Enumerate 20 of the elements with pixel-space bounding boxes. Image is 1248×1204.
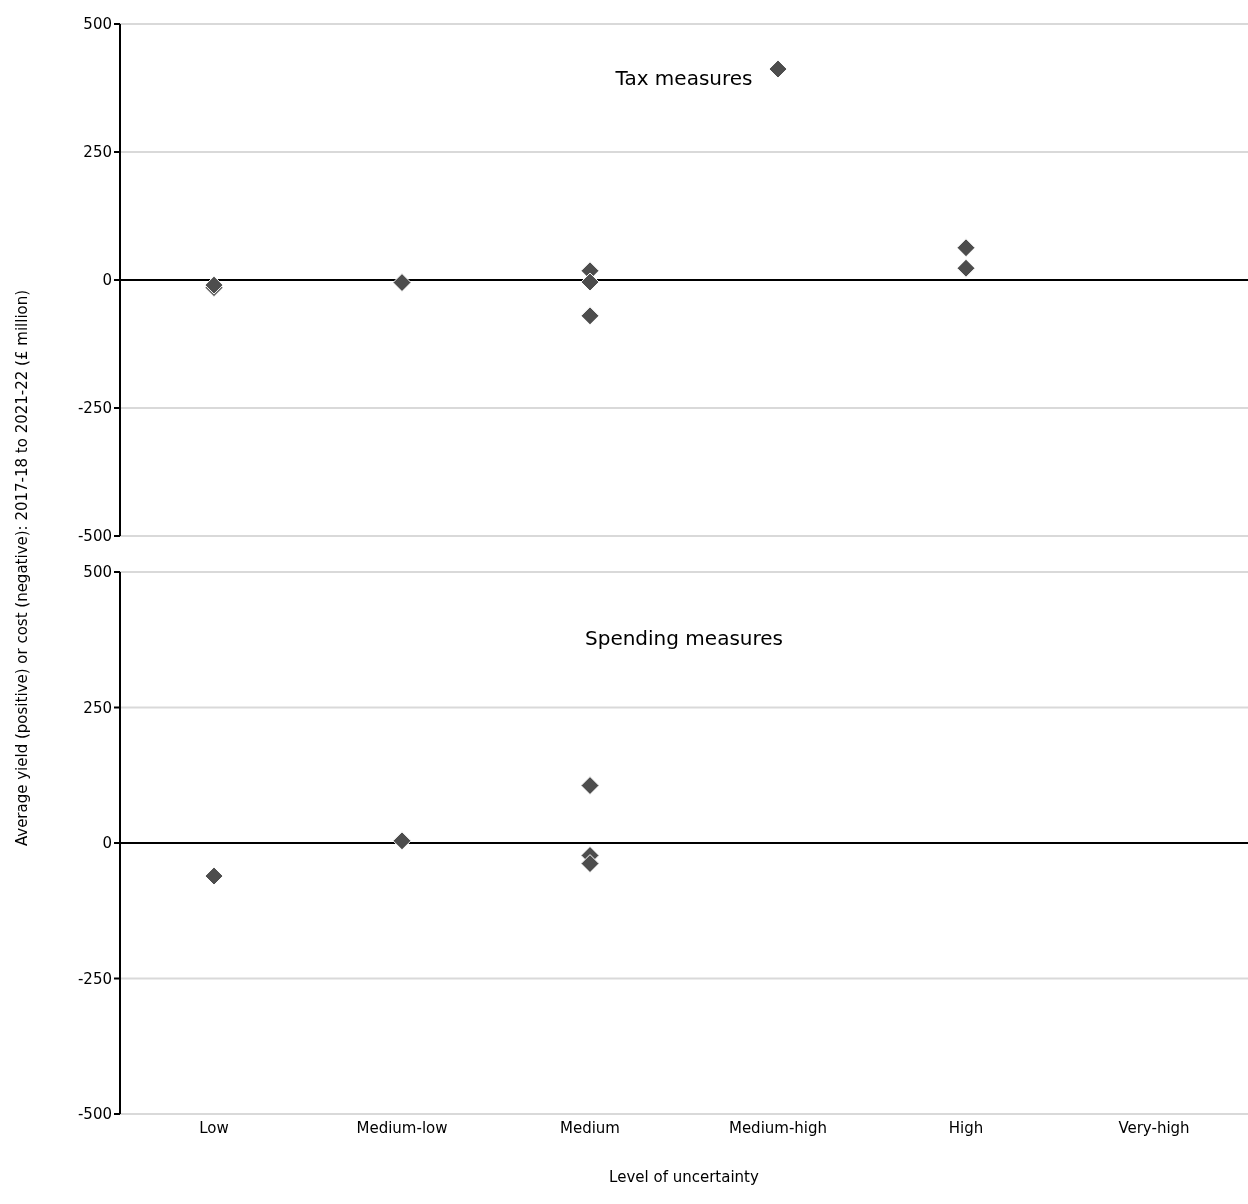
x-tick-label: Low — [199, 1118, 229, 1137]
y-tick-label: 500 — [83, 15, 112, 34]
x-tick-label: High — [948, 1118, 984, 1137]
y-tick-label: 500 — [83, 563, 112, 582]
text: Spending measures — [584, 626, 784, 650]
x-axis-title: Level of uncertainty — [608, 1168, 760, 1186]
text: Tax measures — [614, 66, 754, 90]
y-tick-label: 250 — [83, 143, 112, 162]
y-tick-label: -250 — [77, 969, 112, 988]
x-tick-label: Medium-high — [728, 1118, 828, 1137]
y-tick-label: -250 — [77, 399, 112, 418]
y-tick-label: 250 — [83, 698, 112, 717]
y-tick-label: -500 — [77, 1105, 112, 1124]
x-tick-label: Medium — [560, 1118, 620, 1137]
y-tick-label: -500 — [77, 527, 112, 546]
y-axis-title: Average yield (positive) or cost (negative): 2017-18 to 2021-22 (£ million) — [13, 289, 31, 847]
y-tick-label: 0 — [102, 271, 112, 290]
x-tick-label: Very-high — [1118, 1118, 1190, 1137]
y-tick-label: 0 — [102, 834, 112, 853]
x-tick-label: Medium-low — [356, 1118, 448, 1137]
